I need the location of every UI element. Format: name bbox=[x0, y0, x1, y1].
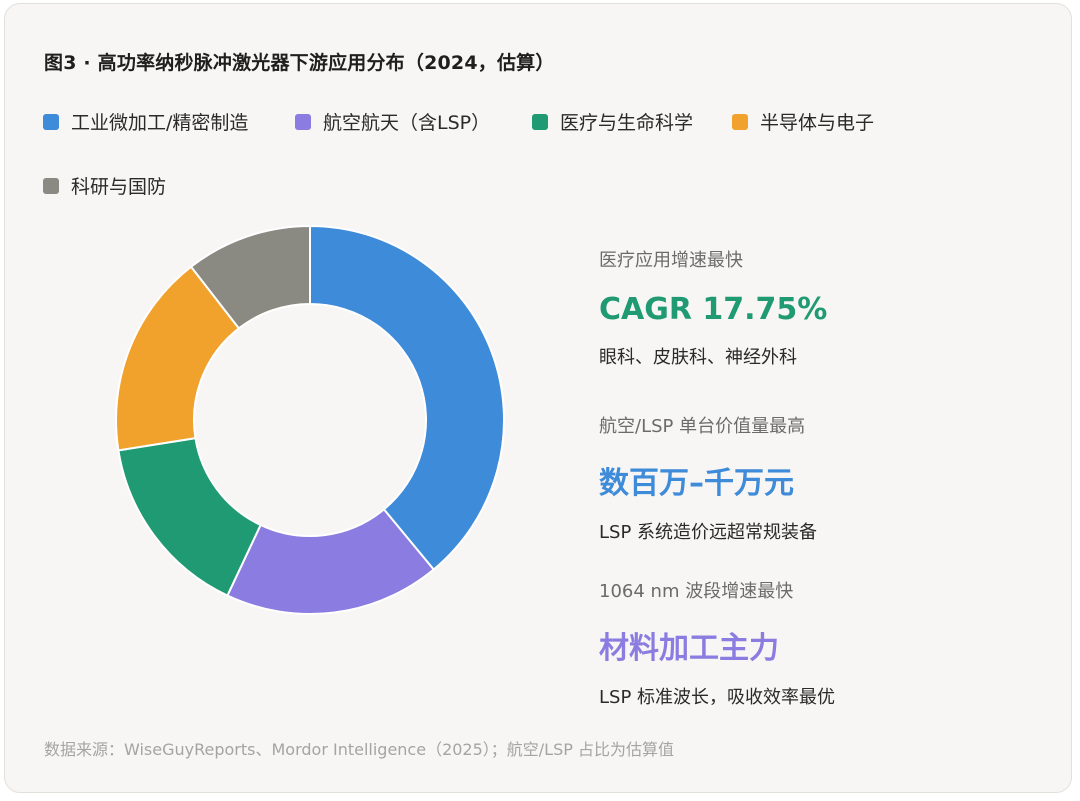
legend-item-semiconductor: 半导体与电子 bbox=[732, 108, 874, 135]
legend-swatch bbox=[532, 113, 548, 130]
source-note: 数据来源：WiseGuyReports、Mordor Intelligence（… bbox=[44, 740, 674, 759]
legend-item-research: 科研与国防 bbox=[43, 172, 166, 199]
donut-slice-2 bbox=[117, 437, 262, 597]
legend-label: 工业微加工/精密制造 bbox=[71, 112, 249, 134]
donut-slice-0 bbox=[309, 224, 505, 571]
stat-value: 材料加工主力 bbox=[599, 631, 779, 666]
stat-subtitle: 1064 nm 波段增速最快 bbox=[599, 581, 794, 602]
legend-swatch bbox=[732, 113, 748, 130]
chart-card: 图3 · 高功率纳秒脉冲激光器下游应用分布（2024，估算） 工业微加工/精密制… bbox=[4, 3, 1072, 793]
legend-item-medical: 医疗与生命科学 bbox=[532, 108, 693, 135]
legend-label: 航空航天（含LSP） bbox=[323, 112, 491, 134]
stat-subtitle: 医疗应用增速最快 bbox=[599, 250, 743, 271]
legend-item-industrial: 工业微加工/精密制造 bbox=[43, 108, 248, 135]
stat-medical: 医疗应用增速最快 CAGR 17.75% 眼科、皮肤科、神经外科 bbox=[599, 246, 827, 369]
legend-swatch bbox=[43, 177, 59, 194]
chart-title: 图3 · 高功率纳秒脉冲激光器下游应用分布（2024，估算） bbox=[44, 52, 555, 74]
legend-label: 医疗与生命科学 bbox=[560, 112, 694, 134]
stat-description: LSP 系统造价远超常规装备 bbox=[599, 522, 818, 543]
legend-label: 科研与国防 bbox=[71, 176, 167, 198]
stat-value: 数百万–千万元 bbox=[599, 466, 794, 501]
donut-slice-4 bbox=[189, 224, 311, 330]
legend-swatch bbox=[43, 113, 59, 130]
legend-swatch bbox=[295, 113, 311, 130]
stat-aerospace: 航空/LSP 单台价值量最高 数百万–千万元 LSP 系统造价远超常规装备 bbox=[599, 412, 817, 544]
legend-label: 半导体与电子 bbox=[760, 112, 875, 134]
donut-chart bbox=[115, 224, 505, 615]
stat-wavelength: 1064 nm 波段增速最快 材料加工主力 LSP 标准波长，吸收效率最优 bbox=[599, 577, 835, 709]
stat-value: CAGR 17.75% bbox=[599, 292, 828, 327]
stat-subtitle: 航空/LSP 单台价值量最高 bbox=[599, 416, 806, 437]
legend-item-aerospace: 航空航天（含LSP） bbox=[295, 108, 490, 135]
stat-description: 眼科、皮肤科、神经外科 bbox=[599, 347, 797, 368]
stat-description: LSP 标准波长，吸收效率最优 bbox=[599, 687, 836, 708]
